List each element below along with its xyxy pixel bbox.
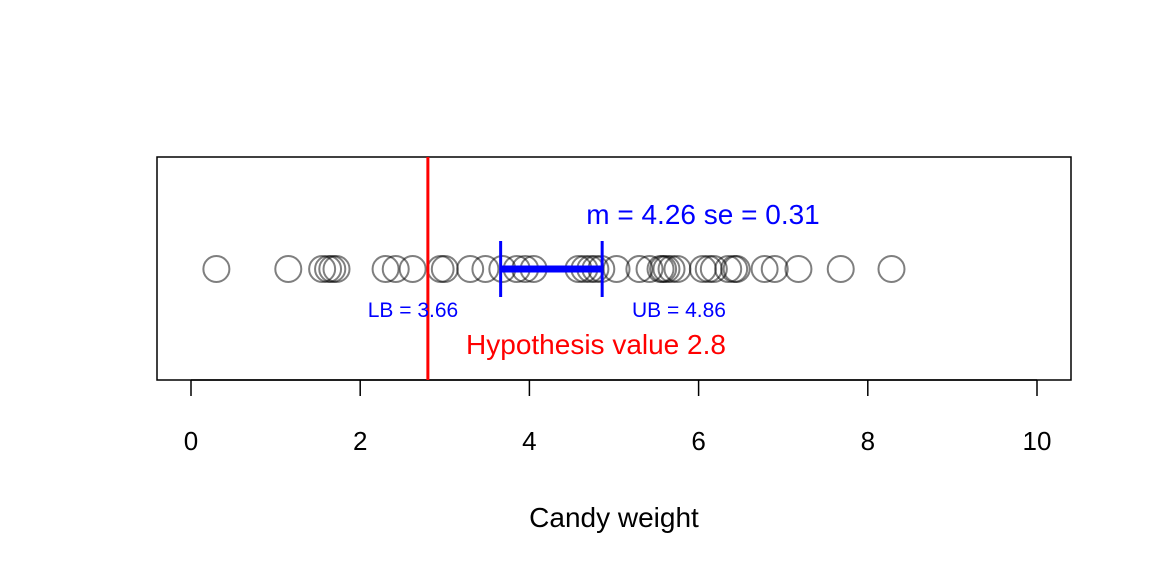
data-point [635, 255, 664, 283]
mean-se-label: m = 4.26 se = 0.31 [586, 199, 820, 230]
data-point [663, 255, 692, 283]
data-point [760, 255, 789, 283]
data-point [877, 255, 906, 283]
data-point [688, 255, 717, 283]
data-point [826, 255, 855, 283]
x-tick-label: 8 [861, 426, 875, 456]
data-point [381, 255, 410, 283]
data-point [371, 255, 400, 283]
data-point [308, 255, 337, 283]
upper-bound-label: UB = 4.86 [632, 299, 726, 322]
x-axis-ticks: 0 2 4 6 8 10 [184, 380, 1052, 456]
data-point [784, 255, 813, 283]
x-tick-label: 10 [1023, 426, 1052, 456]
data-point [322, 255, 351, 283]
x-tick-label: 2 [353, 426, 367, 456]
data-point [274, 255, 303, 283]
lower-bound-label: LB = 3.66 [368, 299, 459, 322]
data-point [471, 255, 500, 283]
data-point [625, 255, 654, 283]
x-tick-label: 6 [691, 426, 705, 456]
data-point [750, 255, 779, 283]
data-point [699, 255, 728, 283]
data-point [398, 255, 427, 283]
data-point [722, 255, 751, 283]
data-point [202, 255, 231, 283]
data-point [456, 255, 485, 283]
data-point [720, 255, 749, 283]
data-point [657, 255, 686, 283]
hypothesis-label: Hypothesis value 2.8 [466, 329, 726, 360]
x-axis-label: Candy weight [529, 502, 699, 533]
x-tick-label: 0 [184, 426, 198, 456]
data-point [714, 255, 743, 283]
x-tick-label: 4 [522, 426, 536, 456]
